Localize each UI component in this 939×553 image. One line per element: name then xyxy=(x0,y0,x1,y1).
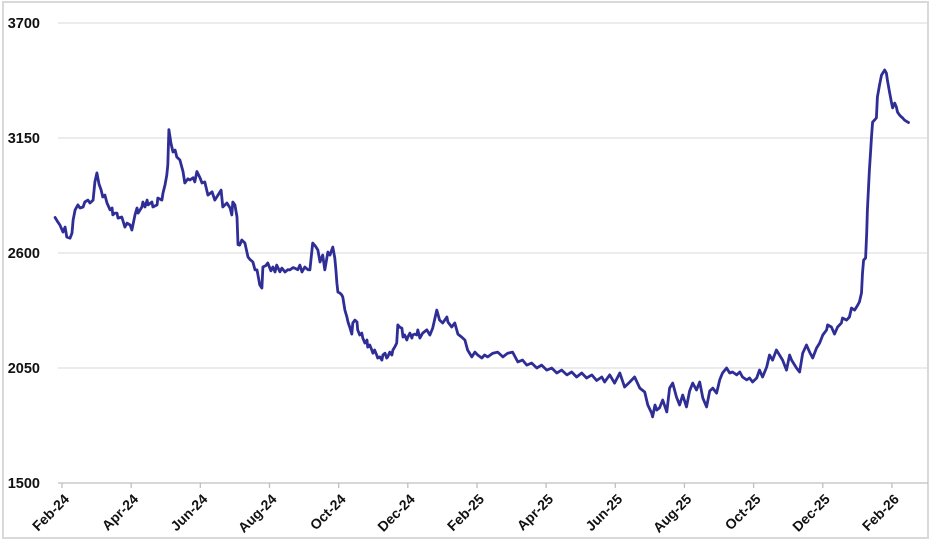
x-axis-label: Oct-24 xyxy=(307,491,349,533)
x-axis-label: Oct-25 xyxy=(722,491,764,533)
price-series-line xyxy=(53,68,910,419)
y-axis-label: 2600 xyxy=(8,246,40,262)
x-axis-label: Feb-24 xyxy=(29,491,72,534)
x-axis-label: Apr-25 xyxy=(514,491,557,534)
y-axis-label: 3700 xyxy=(8,16,40,32)
x-axis-label: Dec-24 xyxy=(374,491,418,535)
x-axis-label: Aug-25 xyxy=(650,491,695,536)
x-axis-label: Jun-25 xyxy=(582,491,625,534)
x-axis-ticks xyxy=(61,483,893,488)
x-axis-labels: Feb-24 Apr-24 Jun-24 Aug-24 Oct-24 Dec-2… xyxy=(29,491,902,536)
x-axis-label: Feb-26 xyxy=(859,491,902,534)
y-axis-label: 3150 xyxy=(8,131,40,147)
gridlines xyxy=(58,22,928,369)
x-axis-label: Feb-25 xyxy=(444,491,487,534)
y-axis-label: 1500 xyxy=(8,476,40,492)
x-axis-label: Apr-24 xyxy=(99,491,142,534)
x-axis-label: Aug-24 xyxy=(235,491,280,536)
x-axis-label: Dec-25 xyxy=(789,491,833,535)
y-axis-label: 2050 xyxy=(8,361,40,377)
y-axis-labels: 3700 3150 2600 2050 1500 xyxy=(8,16,40,492)
chart-frame-border xyxy=(2,1,929,539)
x-axis-label: Jun-24 xyxy=(167,491,210,534)
